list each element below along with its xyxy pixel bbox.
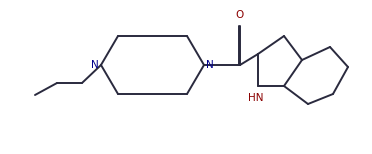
Text: O: O bbox=[236, 10, 244, 20]
Text: N: N bbox=[91, 60, 99, 70]
Text: N: N bbox=[206, 60, 214, 70]
Text: HN: HN bbox=[248, 93, 264, 103]
